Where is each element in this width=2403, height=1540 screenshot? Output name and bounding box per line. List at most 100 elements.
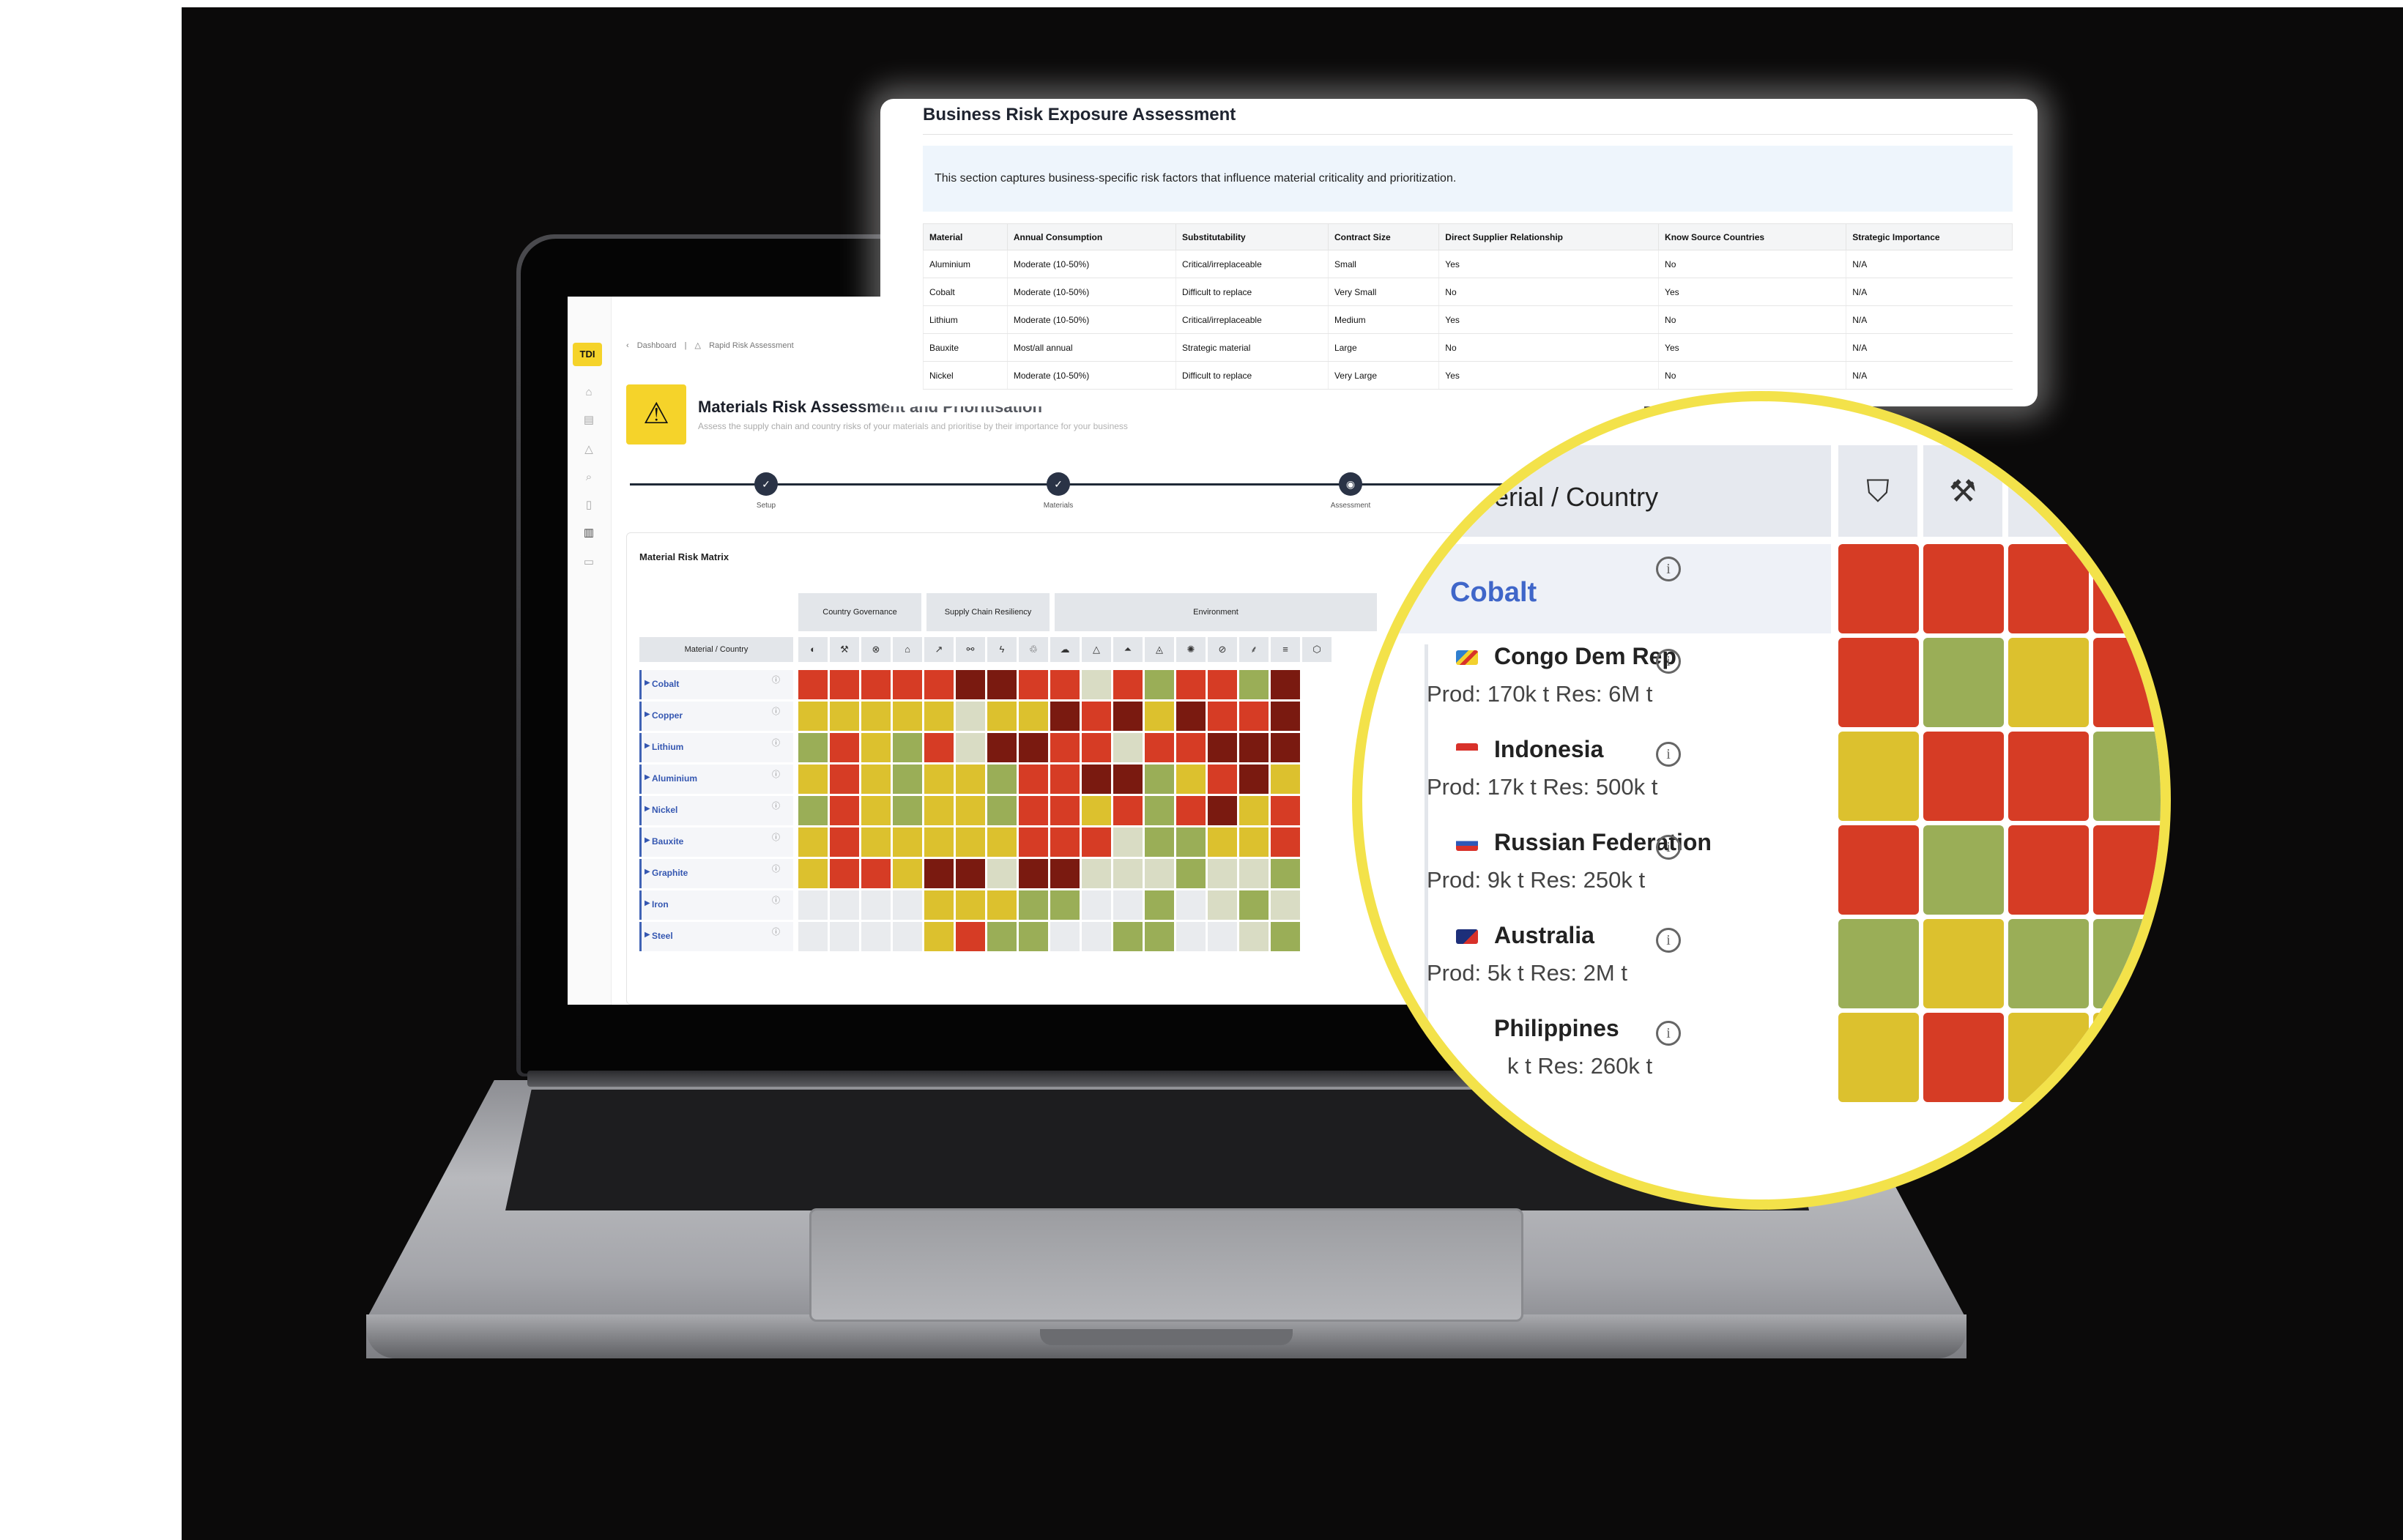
info-icon[interactable]: i: [1656, 649, 1681, 674]
risk-cell[interactable]: [830, 765, 859, 794]
risk-cell[interactable]: [798, 796, 828, 825]
breadcrumb-dashboard[interactable]: Dashboard: [636, 341, 677, 350]
file-icon[interactable]: ▭: [583, 556, 595, 568]
risk-cell[interactable]: [1145, 765, 1174, 794]
search-icon[interactable]: ⌕: [585, 471, 593, 483]
risk-cell[interactable]: [924, 890, 954, 920]
building-icon[interactable]: ▤: [583, 414, 595, 426]
expand-caret-icon[interactable]: ▶: [645, 836, 650, 844]
material-row[interactable]: Lithium ▶ ⓘ: [639, 733, 793, 762]
risk-cell[interactable]: [987, 827, 1017, 857]
risk-cell[interactable]: [1050, 796, 1080, 825]
magnified-risk-cell[interactable]: [1838, 1013, 1919, 1102]
risk-cell[interactable]: [861, 733, 891, 762]
risk-cell[interactable]: [956, 796, 985, 825]
risk-cell[interactable]: [1019, 796, 1048, 825]
expand-caret-icon[interactable]: ▶: [645, 899, 650, 907]
material-name[interactable]: Aluminium: [652, 773, 697, 784]
risk-cell[interactable]: [1082, 827, 1111, 857]
magnified-risk-cell[interactable]: [1923, 544, 2004, 633]
magnified-risk-cell[interactable]: [1838, 638, 1919, 727]
expand-caret-icon[interactable]: ▶: [645, 868, 650, 876]
risk-cell[interactable]: [1239, 890, 1269, 920]
risk-cell[interactable]: [1113, 670, 1143, 699]
risk-cell[interactable]: [830, 733, 859, 762]
risk-cell[interactable]: [1019, 733, 1048, 762]
risk-cell[interactable]: [1145, 827, 1174, 857]
material-name[interactable]: Bauxite: [652, 836, 684, 847]
risk-cell[interactable]: [1019, 827, 1048, 857]
risk-cell[interactable]: [1050, 702, 1080, 731]
material-row[interactable]: Aluminium ▶ ⓘ: [639, 765, 793, 794]
risk-cell[interactable]: [956, 859, 985, 888]
magnified-risk-cell[interactable]: [2093, 732, 2161, 821]
risk-cell[interactable]: [830, 796, 859, 825]
risk-cell[interactable]: [1019, 765, 1048, 794]
risk-cell[interactable]: [1176, 765, 1206, 794]
risk-cell[interactable]: [830, 670, 859, 699]
info-icon[interactable]: ⓘ: [772, 676, 780, 685]
risk-cell[interactable]: [1208, 702, 1237, 731]
risk-cell[interactable]: [861, 765, 891, 794]
info-icon[interactable]: ⓘ: [772, 739, 780, 748]
magnified-risk-cell[interactable]: [2008, 732, 2089, 821]
risk-cell[interactable]: [956, 765, 985, 794]
magnified-material-name[interactable]: Cobalt: [1450, 577, 1537, 608]
risk-cell[interactable]: [1145, 733, 1174, 762]
risk-cell[interactable]: [924, 702, 954, 731]
risk-cell[interactable]: [956, 827, 985, 857]
expand-caret-icon[interactable]: ▶: [645, 742, 650, 750]
risk-cell[interactable]: [1271, 796, 1300, 825]
info-icon[interactable]: i: [1656, 557, 1681, 581]
risk-cell[interactable]: [798, 890, 828, 920]
risk-cell[interactable]: [1176, 890, 1206, 920]
magnified-risk-cell[interactable]: [2093, 544, 2161, 633]
step-setup-check-icon[interactable]: ✓: [754, 472, 778, 496]
material-row[interactable]: Steel ▶ ⓘ: [639, 922, 793, 951]
risk-cell[interactable]: [1082, 702, 1111, 731]
material-row[interactable]: Nickel ▶ ⓘ: [639, 796, 793, 825]
risk-cell[interactable]: [1271, 765, 1300, 794]
risk-cell[interactable]: [1050, 922, 1080, 951]
risk-cell[interactable]: [1239, 922, 1269, 951]
risk-cell[interactable]: [956, 733, 985, 762]
risk-cell[interactable]: [956, 670, 985, 699]
risk-cell[interactable]: [893, 827, 922, 857]
risk-cell[interactable]: [1208, 859, 1237, 888]
risk-cell[interactable]: [1082, 859, 1111, 888]
risk-cell[interactable]: [956, 890, 985, 920]
material-row[interactable]: Graphite ▶ ⓘ: [639, 859, 793, 888]
magnified-risk-cell[interactable]: [1838, 825, 1919, 915]
country-item[interactable]: Indonesia Prod: 17k t Res: 500k t: [1427, 736, 1698, 809]
magnified-material-row[interactable]: [1362, 544, 1831, 633]
risk-cell[interactable]: [1271, 859, 1300, 888]
info-icon[interactable]: i: [1656, 742, 1681, 767]
risk-cell[interactable]: [987, 796, 1017, 825]
risk-cell[interactable]: [798, 765, 828, 794]
risk-cell[interactable]: [1239, 827, 1269, 857]
risk-cell[interactable]: [1145, 796, 1174, 825]
risk-cell[interactable]: [861, 922, 891, 951]
risk-cell[interactable]: [830, 702, 859, 731]
country-item[interactable]: Philippines k t Res: 260k t: [1456, 1015, 1698, 1088]
risk-cell[interactable]: [1113, 796, 1143, 825]
risk-cell[interactable]: [1082, 922, 1111, 951]
risk-cell[interactable]: [1145, 859, 1174, 888]
magnified-risk-cell[interactable]: [2008, 544, 2089, 633]
risk-cell[interactable]: [1176, 670, 1206, 699]
risk-cell[interactable]: [1176, 796, 1206, 825]
magnified-risk-cell[interactable]: [2008, 825, 2089, 915]
info-icon[interactable]: ⓘ: [772, 928, 780, 937]
risk-cell[interactable]: [1271, 890, 1300, 920]
risk-cell[interactable]: [987, 859, 1017, 888]
risk-cell[interactable]: [1050, 859, 1080, 888]
risk-cell[interactable]: [1019, 922, 1048, 951]
risk-cell[interactable]: [1239, 733, 1269, 762]
info-icon[interactable]: ⓘ: [772, 770, 780, 779]
risk-cell[interactable]: [830, 890, 859, 920]
risk-cell[interactable]: [987, 890, 1017, 920]
tdi-logo[interactable]: TDI: [573, 343, 602, 366]
risk-cell[interactable]: [956, 922, 985, 951]
country-item[interactable]: Congo Dem Rep Prod: 170k t Res: 6M t: [1427, 643, 1698, 716]
magnified-risk-cell[interactable]: [1838, 544, 1919, 633]
